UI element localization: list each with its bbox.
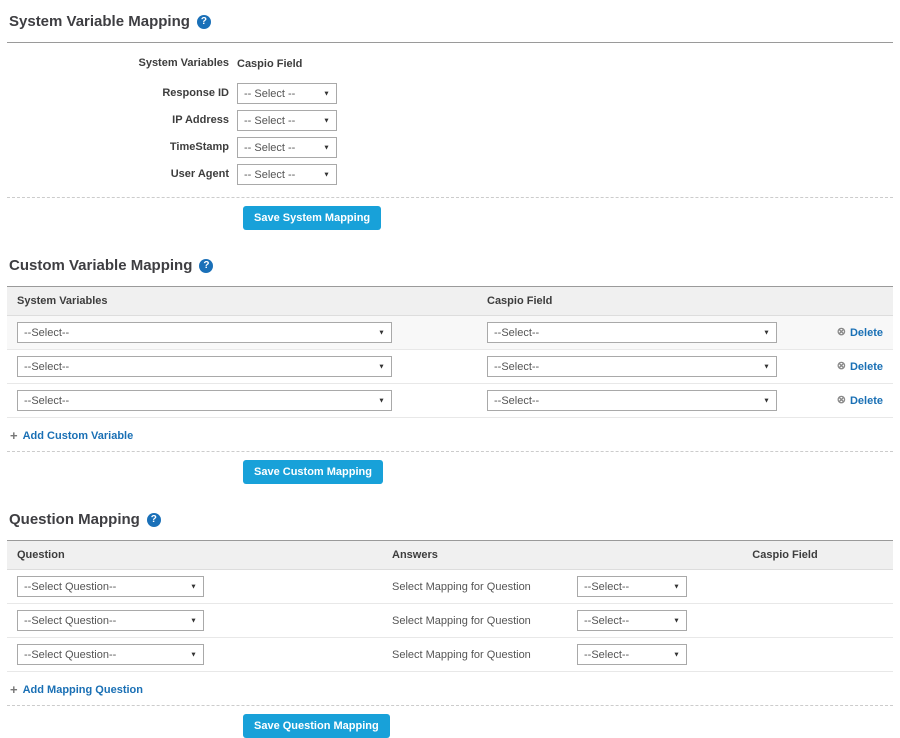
question-select-1[interactable]: --Select Question--: [17, 576, 204, 597]
system-row-timestamp: TimeStamp -- Select -- ▼: [7, 137, 893, 158]
custom-caspio-field-select-2[interactable]: --Select--: [487, 356, 777, 377]
custom-row-3: --Select-- ▼ --Select-- ▼ ⊗ Delete: [7, 384, 893, 418]
question-row-1: --Select Question-- ▼ Select Mapping for…: [7, 570, 893, 604]
custom-caspio-field-select-1[interactable]: --Select--: [487, 322, 777, 343]
save-question-mapping-button[interactable]: Save Question Mapping: [243, 714, 390, 738]
answer-mapping-label: Select Mapping for Question: [392, 614, 531, 627]
question-row-3: --Select Question-- ▼ Select Mapping for…: [7, 638, 893, 672]
timestamp-label: TimeStamp: [169, 141, 229, 153]
delete-circle-x-icon: ⊗: [836, 394, 846, 407]
system-variables-column-header: System Variables: [17, 295, 108, 307]
caspio-field-column-header: Caspio Field: [752, 549, 818, 561]
delete-custom-row-link[interactable]: ⊗ Delete: [837, 327, 883, 339]
save-system-mapping-button[interactable]: Save System Mapping: [243, 206, 382, 230]
system-mapping-column-headers: System Variables Caspio Field: [7, 53, 893, 74]
answer-mapping-select-1[interactable]: --Select--: [577, 576, 687, 597]
answer-mapping-label: Select Mapping for Question: [392, 580, 531, 593]
question-select-2[interactable]: --Select Question--: [17, 610, 204, 631]
answers-column-header: Answers: [392, 549, 438, 561]
system-row-response-id: Response ID -- Select -- ▼: [7, 83, 893, 104]
delete-custom-row-link[interactable]: ⊗ Delete: [837, 361, 883, 373]
plus-icon: +: [10, 682, 18, 697]
timestamp-select[interactable]: -- Select --: [237, 137, 337, 158]
question-column-header: Question: [17, 549, 65, 561]
answer-mapping-label: Select Mapping for Question: [392, 648, 531, 661]
caspio-field-column-header: Caspio Field: [487, 295, 553, 307]
question-mapping-heading: Question Mapping ?: [9, 510, 893, 529]
custom-row-1: --Select-- ▼ --Select-- ▼ ⊗ Delete: [7, 316, 893, 350]
add-mapping-question-link[interactable]: + Add Mapping Question: [10, 683, 143, 696]
system-variables-column-header: System Variables: [138, 57, 229, 69]
custom-system-variable-select-3[interactable]: --Select--: [17, 390, 392, 411]
delete-link-label: Delete: [849, 394, 883, 407]
ip-address-select[interactable]: -- Select --: [237, 110, 337, 131]
custom-mapping-title: Custom Variable Mapping: [9, 257, 193, 274]
delete-link-label: Delete: [849, 360, 883, 373]
help-icon[interactable]: ?: [196, 14, 211, 29]
custom-mapping-heading: Custom Variable Mapping ?: [9, 256, 893, 275]
delete-circle-x-icon: ⊗: [836, 360, 846, 373]
system-row-ip-address: IP Address -- Select -- ▼: [7, 110, 893, 131]
divider: [7, 705, 893, 706]
system-row-user-agent: User Agent -- Select -- ▼: [7, 164, 893, 185]
response-id-select[interactable]: -- Select --: [237, 83, 337, 104]
system-mapping-heading: System Variable Mapping ?: [9, 12, 893, 31]
custom-table-header: System Variables Caspio Field: [7, 287, 893, 316]
system-mapping-panel: System Variables Caspio Field Response I…: [7, 42, 893, 198]
system-mapping-title: System Variable Mapping: [9, 13, 190, 30]
answer-mapping-select-3[interactable]: --Select--: [577, 644, 687, 665]
delete-custom-row-link[interactable]: ⊗ Delete: [837, 395, 883, 407]
help-icon[interactable]: ?: [199, 258, 214, 273]
question-row-2: --Select Question-- ▼ Select Mapping for…: [7, 604, 893, 638]
answer-mapping-select-2[interactable]: --Select--: [577, 610, 687, 631]
question-mapping-title: Question Mapping: [9, 511, 140, 528]
add-custom-variable-link[interactable]: + Add Custom Variable: [10, 429, 133, 442]
page-container: System Variable Mapping ? System Variabl…: [7, 12, 893, 738]
add-mapping-question-label: Add Mapping Question: [22, 683, 143, 696]
question-table-header: Question Answers Caspio Field: [7, 541, 893, 570]
help-icon[interactable]: ?: [146, 512, 161, 527]
custom-row-2: --Select-- ▼ --Select-- ▼ ⊗ Delete: [7, 350, 893, 384]
delete-link-label: Delete: [849, 326, 883, 339]
question-select-3[interactable]: --Select Question--: [17, 644, 204, 665]
question-mapping-table: Question Answers Caspio Field --Select Q…: [7, 540, 893, 672]
custom-caspio-field-select-3[interactable]: --Select--: [487, 390, 777, 411]
response-id-label: Response ID: [162, 87, 229, 99]
custom-mapping-table: System Variables Caspio Field --Select--…: [7, 286, 893, 418]
custom-system-variable-select-1[interactable]: --Select--: [17, 322, 392, 343]
divider: [7, 451, 893, 452]
user-agent-select[interactable]: -- Select --: [237, 164, 337, 185]
caspio-field-column-header: Caspio Field: [237, 57, 303, 70]
system-save-row: Save System Mapping: [243, 206, 893, 230]
save-custom-mapping-button[interactable]: Save Custom Mapping: [243, 460, 383, 484]
custom-system-variable-select-2[interactable]: --Select--: [17, 356, 392, 377]
plus-icon: +: [10, 428, 18, 443]
question-save-row: Save Question Mapping: [243, 714, 893, 738]
user-agent-label: User Agent: [170, 168, 229, 180]
add-custom-variable-label: Add Custom Variable: [22, 429, 134, 442]
custom-save-row: Save Custom Mapping: [243, 460, 893, 484]
ip-address-label: IP Address: [172, 114, 229, 126]
delete-circle-x-icon: ⊗: [836, 326, 846, 339]
